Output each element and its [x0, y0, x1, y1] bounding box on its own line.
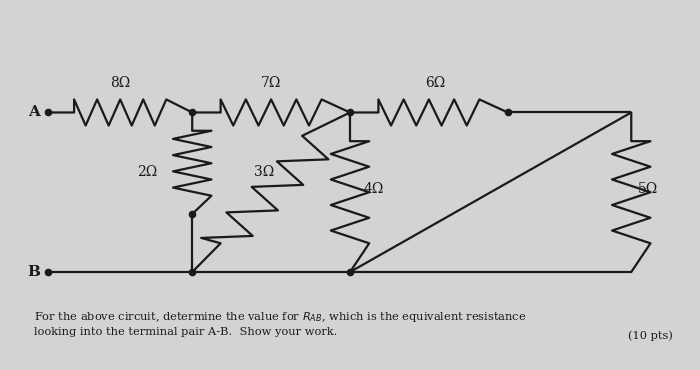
- Text: 3Ω: 3Ω: [254, 165, 274, 179]
- Text: For the above circuit, determine the value for $R_{AB}$, which is the equivalent: For the above circuit, determine the val…: [34, 310, 527, 337]
- Text: A: A: [28, 105, 40, 120]
- Text: (10 pts): (10 pts): [627, 330, 673, 341]
- Text: 5Ω: 5Ω: [638, 182, 659, 196]
- Text: 4Ω: 4Ω: [364, 182, 384, 196]
- Text: 2Ω: 2Ω: [137, 165, 158, 179]
- Text: 6Ω: 6Ω: [426, 77, 446, 91]
- Text: B: B: [27, 265, 40, 279]
- Text: 7Ω: 7Ω: [261, 77, 281, 91]
- Text: 8Ω: 8Ω: [110, 77, 130, 91]
